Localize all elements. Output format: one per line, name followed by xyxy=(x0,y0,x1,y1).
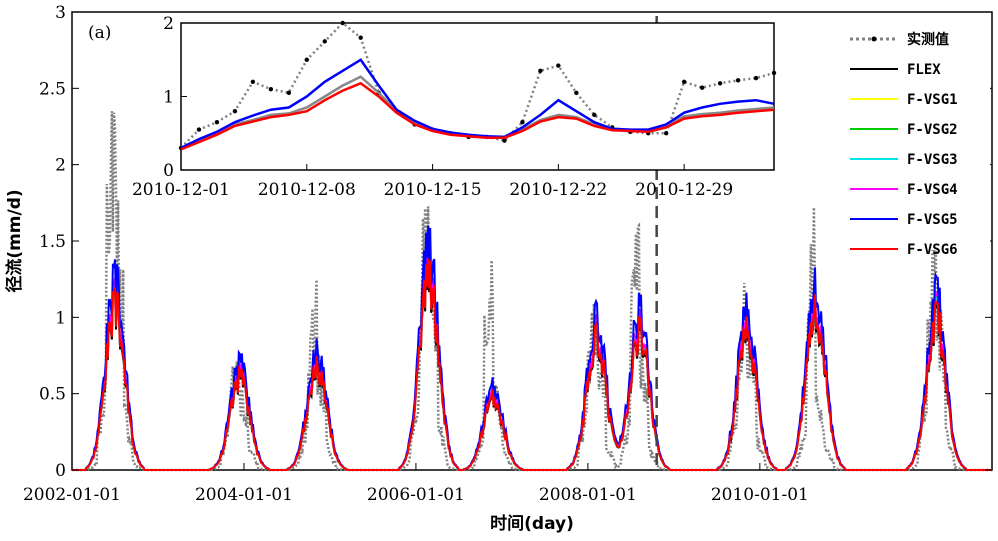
inset-observed-point xyxy=(574,90,579,96)
inset-observed-point xyxy=(268,86,274,92)
inset-observed-point xyxy=(196,127,202,132)
inset-vsg5-line xyxy=(180,58,775,150)
inset-observed-point xyxy=(681,79,687,85)
inset-observed-point xyxy=(735,78,741,83)
inset-x-tick-label: 2010-12-22 xyxy=(509,180,607,200)
x-tick-label: 2008-01-01 xyxy=(539,485,637,505)
inset-y-tick-label: 0 xyxy=(163,161,174,181)
inset-observed-point xyxy=(663,131,669,136)
inset-series-group xyxy=(178,20,777,151)
legend-marker-observed xyxy=(871,36,877,42)
legend-label: FLEX xyxy=(907,62,941,78)
x-axis-ticks: 2002-01-01 2004-01-01 2006-01-01 2008-01-01… xyxy=(23,463,809,505)
inset-y-tick-label: 2 xyxy=(163,14,174,34)
inset-observed-point xyxy=(753,75,759,81)
inset-observed-point xyxy=(358,35,363,40)
inset-vsg6-line xyxy=(180,81,775,151)
inset-observed-point xyxy=(592,112,597,118)
y-tick-label: 0.5 xyxy=(39,385,66,405)
inset-observed-point xyxy=(322,39,327,44)
inset-observed-point xyxy=(214,120,220,125)
inset-observed-point xyxy=(304,57,309,62)
y-tick-label: 2.5 xyxy=(39,79,66,99)
inset-observed-point xyxy=(520,120,525,125)
inset-observed-point xyxy=(717,81,723,86)
y-tick-label: 1.5 xyxy=(39,232,66,252)
legend-label: F-VSG4 xyxy=(907,182,958,198)
inset-x-tick-label: 2010-12-15 xyxy=(384,180,482,200)
inset-observed-point xyxy=(340,20,345,26)
legend-label: F-VSG3 xyxy=(907,152,958,168)
inset-observed-point xyxy=(771,70,777,76)
x-tick-label: 2004-01-01 xyxy=(195,485,293,505)
series-line-f-vsg6 xyxy=(72,258,992,471)
y-tick-label: 1 xyxy=(55,308,66,328)
panel-label: (a) xyxy=(88,23,111,43)
y-axis-label: 径流(mm/d) xyxy=(4,189,25,292)
inset-frame xyxy=(180,22,775,171)
legend: 实测值 FLEX F-VSG1 F-VSG2 F-VSG3 F-VSG4 F-VSG5 F-V… xyxy=(840,22,990,258)
legend-label: F-VSG2 xyxy=(907,122,958,138)
legend-label: F-VSG6 xyxy=(907,242,958,258)
inset-x-tick-label: 2010-12-29 xyxy=(635,180,733,200)
inset-x-tick-label: 2010-12-01 xyxy=(132,180,230,200)
x-axis-label: 时间(day) xyxy=(490,513,574,534)
x-tick-label: 2010-01-01 xyxy=(711,485,809,505)
inset-observed-point xyxy=(556,63,561,68)
main-series-group xyxy=(72,111,992,472)
inset-x-tick-label: 2010-12-08 xyxy=(258,180,356,200)
legend-label: F-VSG1 xyxy=(907,92,958,108)
legend-label: F-VSG5 xyxy=(907,212,958,228)
y-tick-label: 2 xyxy=(55,156,66,176)
inset-observed-point xyxy=(232,109,238,114)
inset-observed-point xyxy=(538,68,543,73)
x-tick-label: 2006-01-01 xyxy=(367,485,465,505)
y-tick-label: 3 xyxy=(55,3,66,23)
y-tick-label: 0 xyxy=(55,461,66,481)
inset-observed-point xyxy=(250,79,256,85)
y-axis-ticks: 0 0.5 1 1.5 2 2.5 3 xyxy=(39,3,992,481)
inset-observed-point xyxy=(699,85,705,90)
inset-observed-point xyxy=(286,90,292,96)
inset-y-axis-ticks: 0 1 2 xyxy=(163,14,187,181)
inset-observed-point xyxy=(502,138,507,143)
inset-y-tick-label: 1 xyxy=(163,88,174,108)
inset-x-axis-ticks: 2010-12-01 2010-12-08 2010-12-15 2010-12-22… xyxy=(132,164,733,200)
legend-label: 实测值 xyxy=(907,31,949,48)
legend-box xyxy=(840,22,990,250)
x-tick-label: 2002-01-01 xyxy=(23,485,121,505)
